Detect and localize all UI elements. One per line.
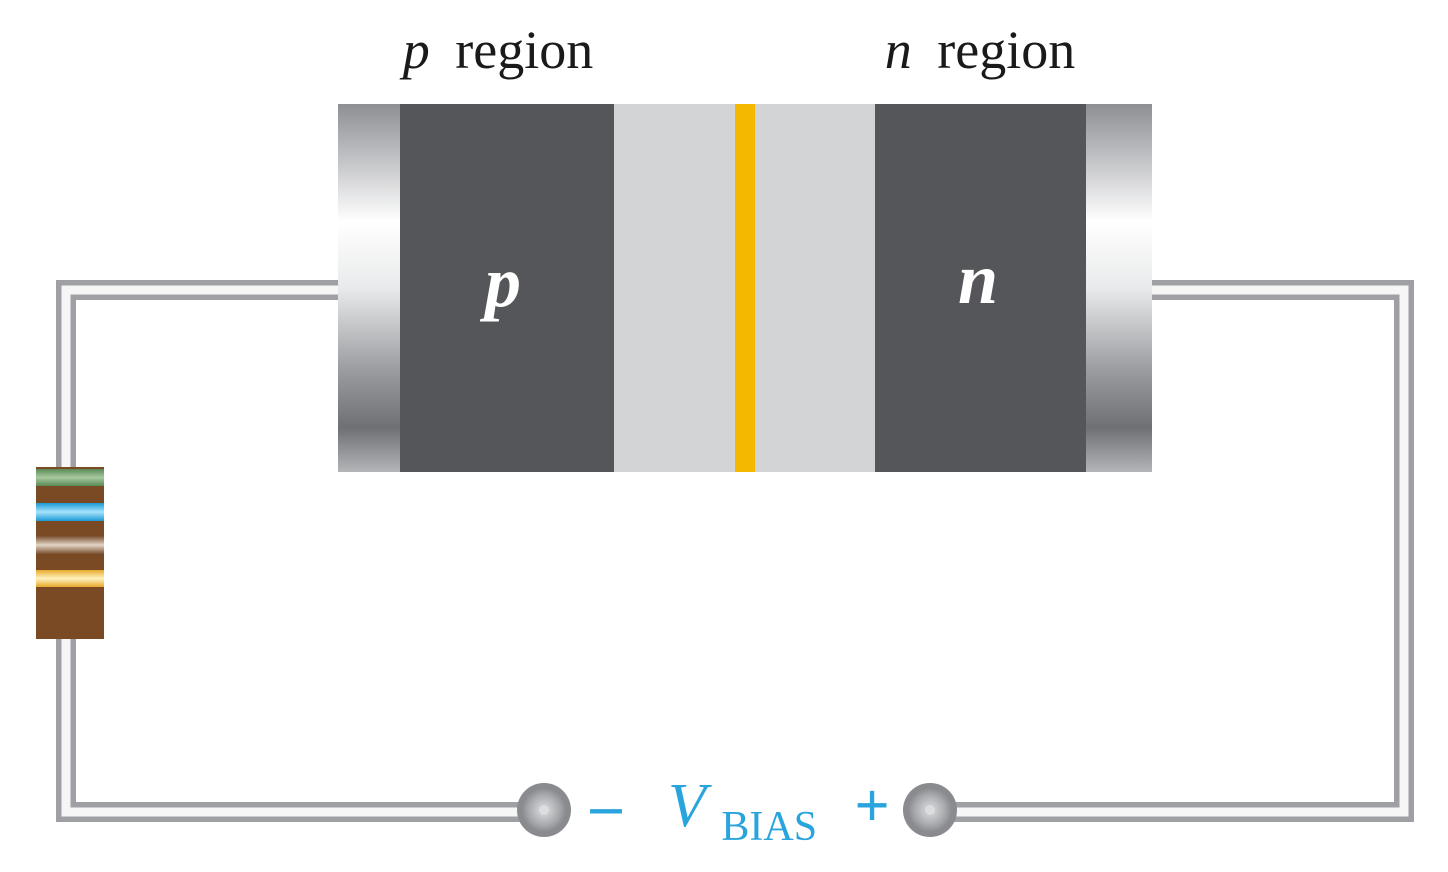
resistor-band-green [36,469,104,486]
resistor-band-blue [36,503,104,521]
resistor-band-brown [36,536,104,554]
n-region-body [875,104,1087,472]
plus-sign: + [854,772,889,840]
negative-terminal [517,783,571,837]
minus-sign: – [590,772,623,840]
left-metal-contact [338,104,402,472]
n-region-italic: n [885,20,912,80]
resistor-band-gold [36,570,104,587]
vbias-label: V BIAS [668,772,817,850]
n-body-label: n [958,239,998,319]
p-region-body [400,104,615,472]
n-region-word: region [937,20,1075,80]
resistor [36,467,104,639]
p-region-italic: p [399,20,430,80]
vbias-main: V [668,772,712,840]
n-region-title: n region [885,20,1075,80]
vbias-subscript: BIAS [721,804,817,850]
p-region-word: region [455,20,593,80]
pn-junction-diode [338,104,1152,472]
junction-line [735,104,755,472]
right-metal-contact [1086,104,1152,472]
p-region-title: p region [399,20,593,80]
positive-terminal [903,783,957,837]
p-body-label: p [479,242,521,322]
